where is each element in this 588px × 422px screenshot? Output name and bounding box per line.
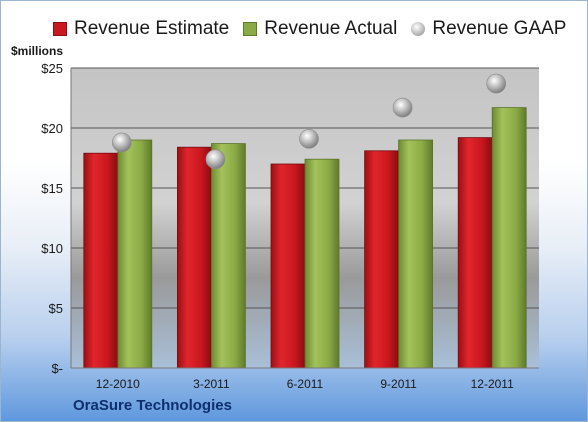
- company-name: OraSure Technologies: [73, 397, 232, 414]
- x-tick-label: 9-2011: [380, 377, 417, 391]
- y-tick-label: $20: [41, 121, 63, 136]
- legend-swatch-estimate: [53, 22, 67, 36]
- bar-revenue-estimate: [457, 137, 493, 369]
- marker-revenue-gaap: [392, 97, 413, 118]
- y-axis-unit-label: $millions: [11, 44, 64, 58]
- marker-revenue-gaap: [486, 73, 507, 94]
- y-tick-label: $-: [51, 361, 63, 376]
- bar-revenue-estimate: [176, 146, 212, 369]
- bar-revenue-actual: [491, 107, 527, 369]
- legend-swatch-gaap: [411, 22, 426, 36]
- legend-item-revenue-estimate: Revenue Estimate: [53, 18, 229, 40]
- bar-revenue-estimate: [83, 152, 119, 369]
- marker-revenue-gaap: [112, 132, 132, 153]
- y-tick-label: $15: [41, 181, 63, 196]
- x-tick-label: 6-2011: [287, 377, 324, 391]
- marker-revenue-gaap: [299, 129, 319, 149]
- legend-label-estimate: Revenue Estimate: [74, 18, 230, 39]
- gaap-markers: [112, 73, 507, 169]
- legend-item-revenue-actual: Revenue Actual: [243, 18, 397, 40]
- y-tick-label: $5: [49, 301, 63, 316]
- chart-legend: Revenue Estimate Revenue Actual Revenue …: [53, 17, 580, 41]
- legend-label-gaap: Revenue GAAP: [432, 18, 567, 39]
- x-tick-label: 12-2010: [96, 377, 140, 391]
- bar-revenue-actual: [398, 139, 434, 369]
- bar-revenue-estimate: [270, 163, 306, 369]
- x-tick-label: 12-2011: [471, 377, 514, 391]
- legend-label-actual: Revenue Actual: [264, 18, 398, 39]
- bar-revenue-actual: [117, 139, 153, 369]
- marker-revenue-gaap: [205, 149, 226, 169]
- y-tick-label: $25: [41, 61, 63, 76]
- bars: [83, 107, 527, 369]
- axes: $- $5 $10 $15 $20 $25 12-2010 3-2011 6-2011 9-201…: [41, 61, 539, 391]
- y-tick-label: $10: [41, 241, 63, 256]
- bar-revenue-actual: [210, 143, 246, 369]
- legend-item-revenue-gaap: Revenue GAAP: [411, 18, 566, 40]
- bar-revenue-actual: [304, 158, 340, 369]
- legend-swatch-actual: [243, 22, 258, 36]
- x-tick-label: 3-2011: [193, 377, 230, 391]
- bar-revenue-estimate: [364, 150, 400, 369]
